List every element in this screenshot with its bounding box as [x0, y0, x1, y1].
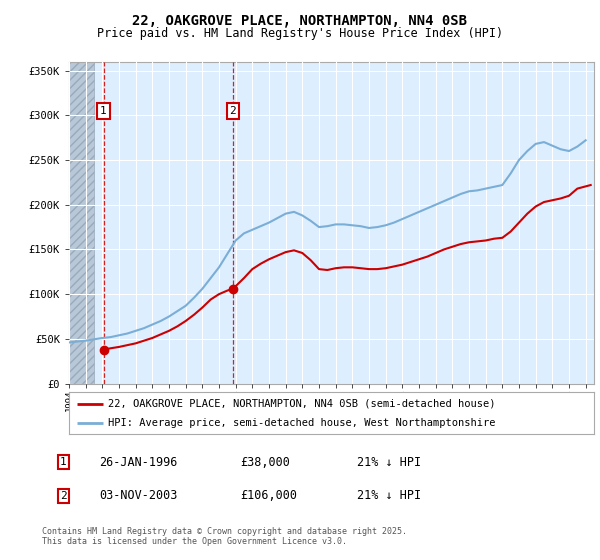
Text: 21% ↓ HPI: 21% ↓ HPI [357, 455, 421, 469]
Bar [69, 62, 94, 384]
Text: 1: 1 [60, 457, 67, 467]
Text: 03-NOV-2003: 03-NOV-2003 [99, 489, 178, 502]
Text: Price paid vs. HM Land Registry's House Price Index (HPI): Price paid vs. HM Land Registry's House … [97, 27, 503, 40]
Text: £38,000: £38,000 [240, 455, 290, 469]
Text: 2: 2 [60, 491, 67, 501]
Text: 21% ↓ HPI: 21% ↓ HPI [357, 489, 421, 502]
Text: 22, OAKGROVE PLACE, NORTHAMPTON, NN4 0SB: 22, OAKGROVE PLACE, NORTHAMPTON, NN4 0SB [133, 14, 467, 28]
Text: 26-JAN-1996: 26-JAN-1996 [99, 455, 178, 469]
Text: 2: 2 [230, 106, 236, 116]
Text: £106,000: £106,000 [240, 489, 297, 502]
Text: 22, OAKGROVE PLACE, NORTHAMPTON, NN4 0SB (semi-detached house): 22, OAKGROVE PLACE, NORTHAMPTON, NN4 0SB… [109, 399, 496, 409]
Text: 1: 1 [100, 106, 107, 116]
Text: Contains HM Land Registry data © Crown copyright and database right 2025.
This d: Contains HM Land Registry data © Crown c… [42, 526, 407, 546]
Text: HPI: Average price, semi-detached house, West Northamptonshire: HPI: Average price, semi-detached house,… [109, 418, 496, 428]
